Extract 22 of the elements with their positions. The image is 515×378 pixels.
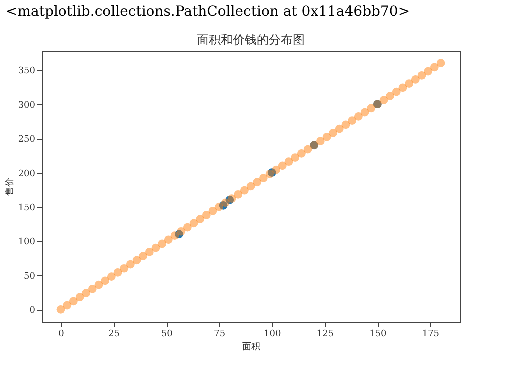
text: <matplotlib.collections.PathCollection at 0x11a46bb70> <box>5 3 412 22</box>
y-tick-label: 350 <box>18 66 36 77</box>
y-tick-label: 50 <box>24 272 36 282</box>
x-tick-label: 150 <box>370 330 388 340</box>
x-tick-label: 125 <box>316 330 334 340</box>
point <box>175 230 184 239</box>
y-tick-label: 300 <box>18 100 36 111</box>
x-tick-label: 75 <box>214 330 226 340</box>
y-tick-label: 150 <box>18 204 36 214</box>
x-axis-title: 面积 <box>242 342 260 352</box>
x-tick-label: 175 <box>422 330 440 340</box>
x-tick-label: 0 <box>58 330 65 340</box>
y-tick-label: 250 <box>18 135 36 146</box>
y-tick-label: 200 <box>18 169 36 180</box>
y-tick-label: 0 <box>30 306 36 316</box>
y-axis-title: 售价 <box>4 178 16 196</box>
x-tick-label: 25 <box>108 330 120 340</box>
chart-title: 面积和价钱的分布图 <box>197 33 305 47</box>
x-tick-label: 100 <box>264 330 282 340</box>
x-tick-label: 50 <box>161 330 174 340</box>
point <box>219 201 228 210</box>
y-tick-label: 100 <box>18 238 36 248</box>
